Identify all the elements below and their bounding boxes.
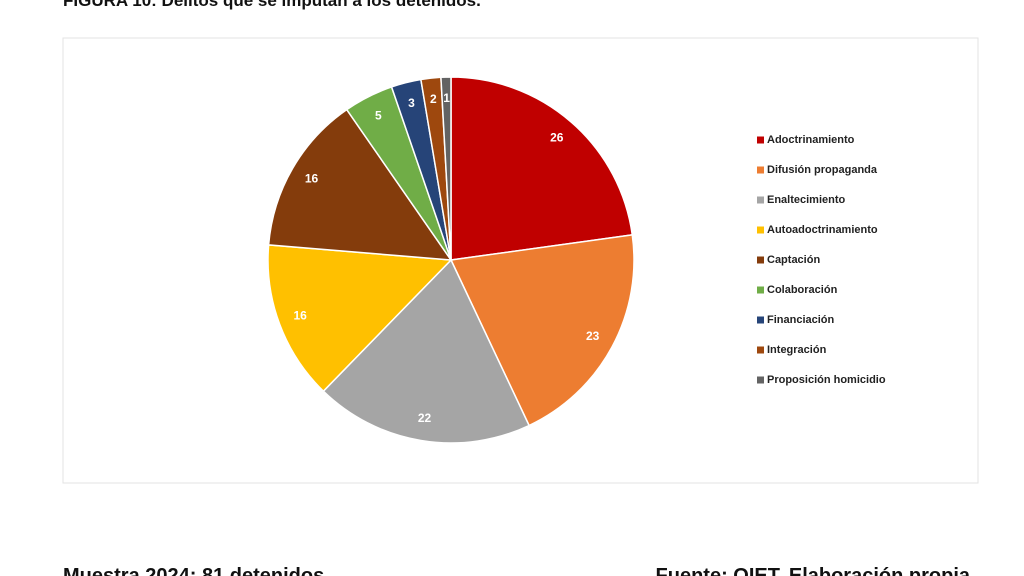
legend-label: Colaboración [767, 284, 838, 296]
data-label: 16 [305, 172, 319, 186]
legend-swatch [757, 136, 764, 144]
pie-slice [450, 76, 634, 261]
data-label: 5 [375, 108, 382, 122]
data-label: 1 [443, 91, 450, 105]
pie-slice [322, 258, 531, 444]
legend-label: Difusión propaganda [767, 164, 878, 176]
footer-sample: Muestra 2024: 81 detenidos [63, 565, 324, 576]
legend-label: Enaltecimiento [767, 194, 846, 206]
legend-label: Integración [767, 344, 827, 356]
data-label: 26 [550, 131, 564, 145]
legend-swatch [757, 346, 764, 354]
legend-swatch [757, 286, 764, 294]
caption: FIGURA 10: Delitos que se imputan a los … [63, 0, 481, 10]
footer-source: Fuente: OIET. Elaboración propia [656, 565, 971, 576]
legend-label: Proposición homicidio [767, 374, 886, 386]
data-label: 3 [408, 96, 415, 110]
legend-swatch [757, 376, 764, 384]
pie-slice [267, 108, 453, 261]
legend-swatch [757, 256, 764, 264]
data-label: 22 [418, 411, 432, 425]
legend-label: Autoadoctrinamiento [767, 224, 878, 236]
legend-label: Captación [767, 254, 820, 266]
pie-slice [440, 76, 452, 261]
legend-swatch [757, 196, 764, 204]
data-label: 16 [294, 309, 308, 323]
legend-swatch [757, 226, 764, 234]
legend-swatch [757, 166, 764, 174]
legend-swatch [757, 316, 764, 324]
pie-slice [449, 234, 635, 427]
data-label: 2 [430, 92, 437, 106]
data-label: 23 [586, 329, 600, 343]
legend-label: Financiación [767, 314, 835, 326]
pie-slice [267, 244, 453, 393]
legend-label: Adoctrinamiento [767, 134, 855, 146]
